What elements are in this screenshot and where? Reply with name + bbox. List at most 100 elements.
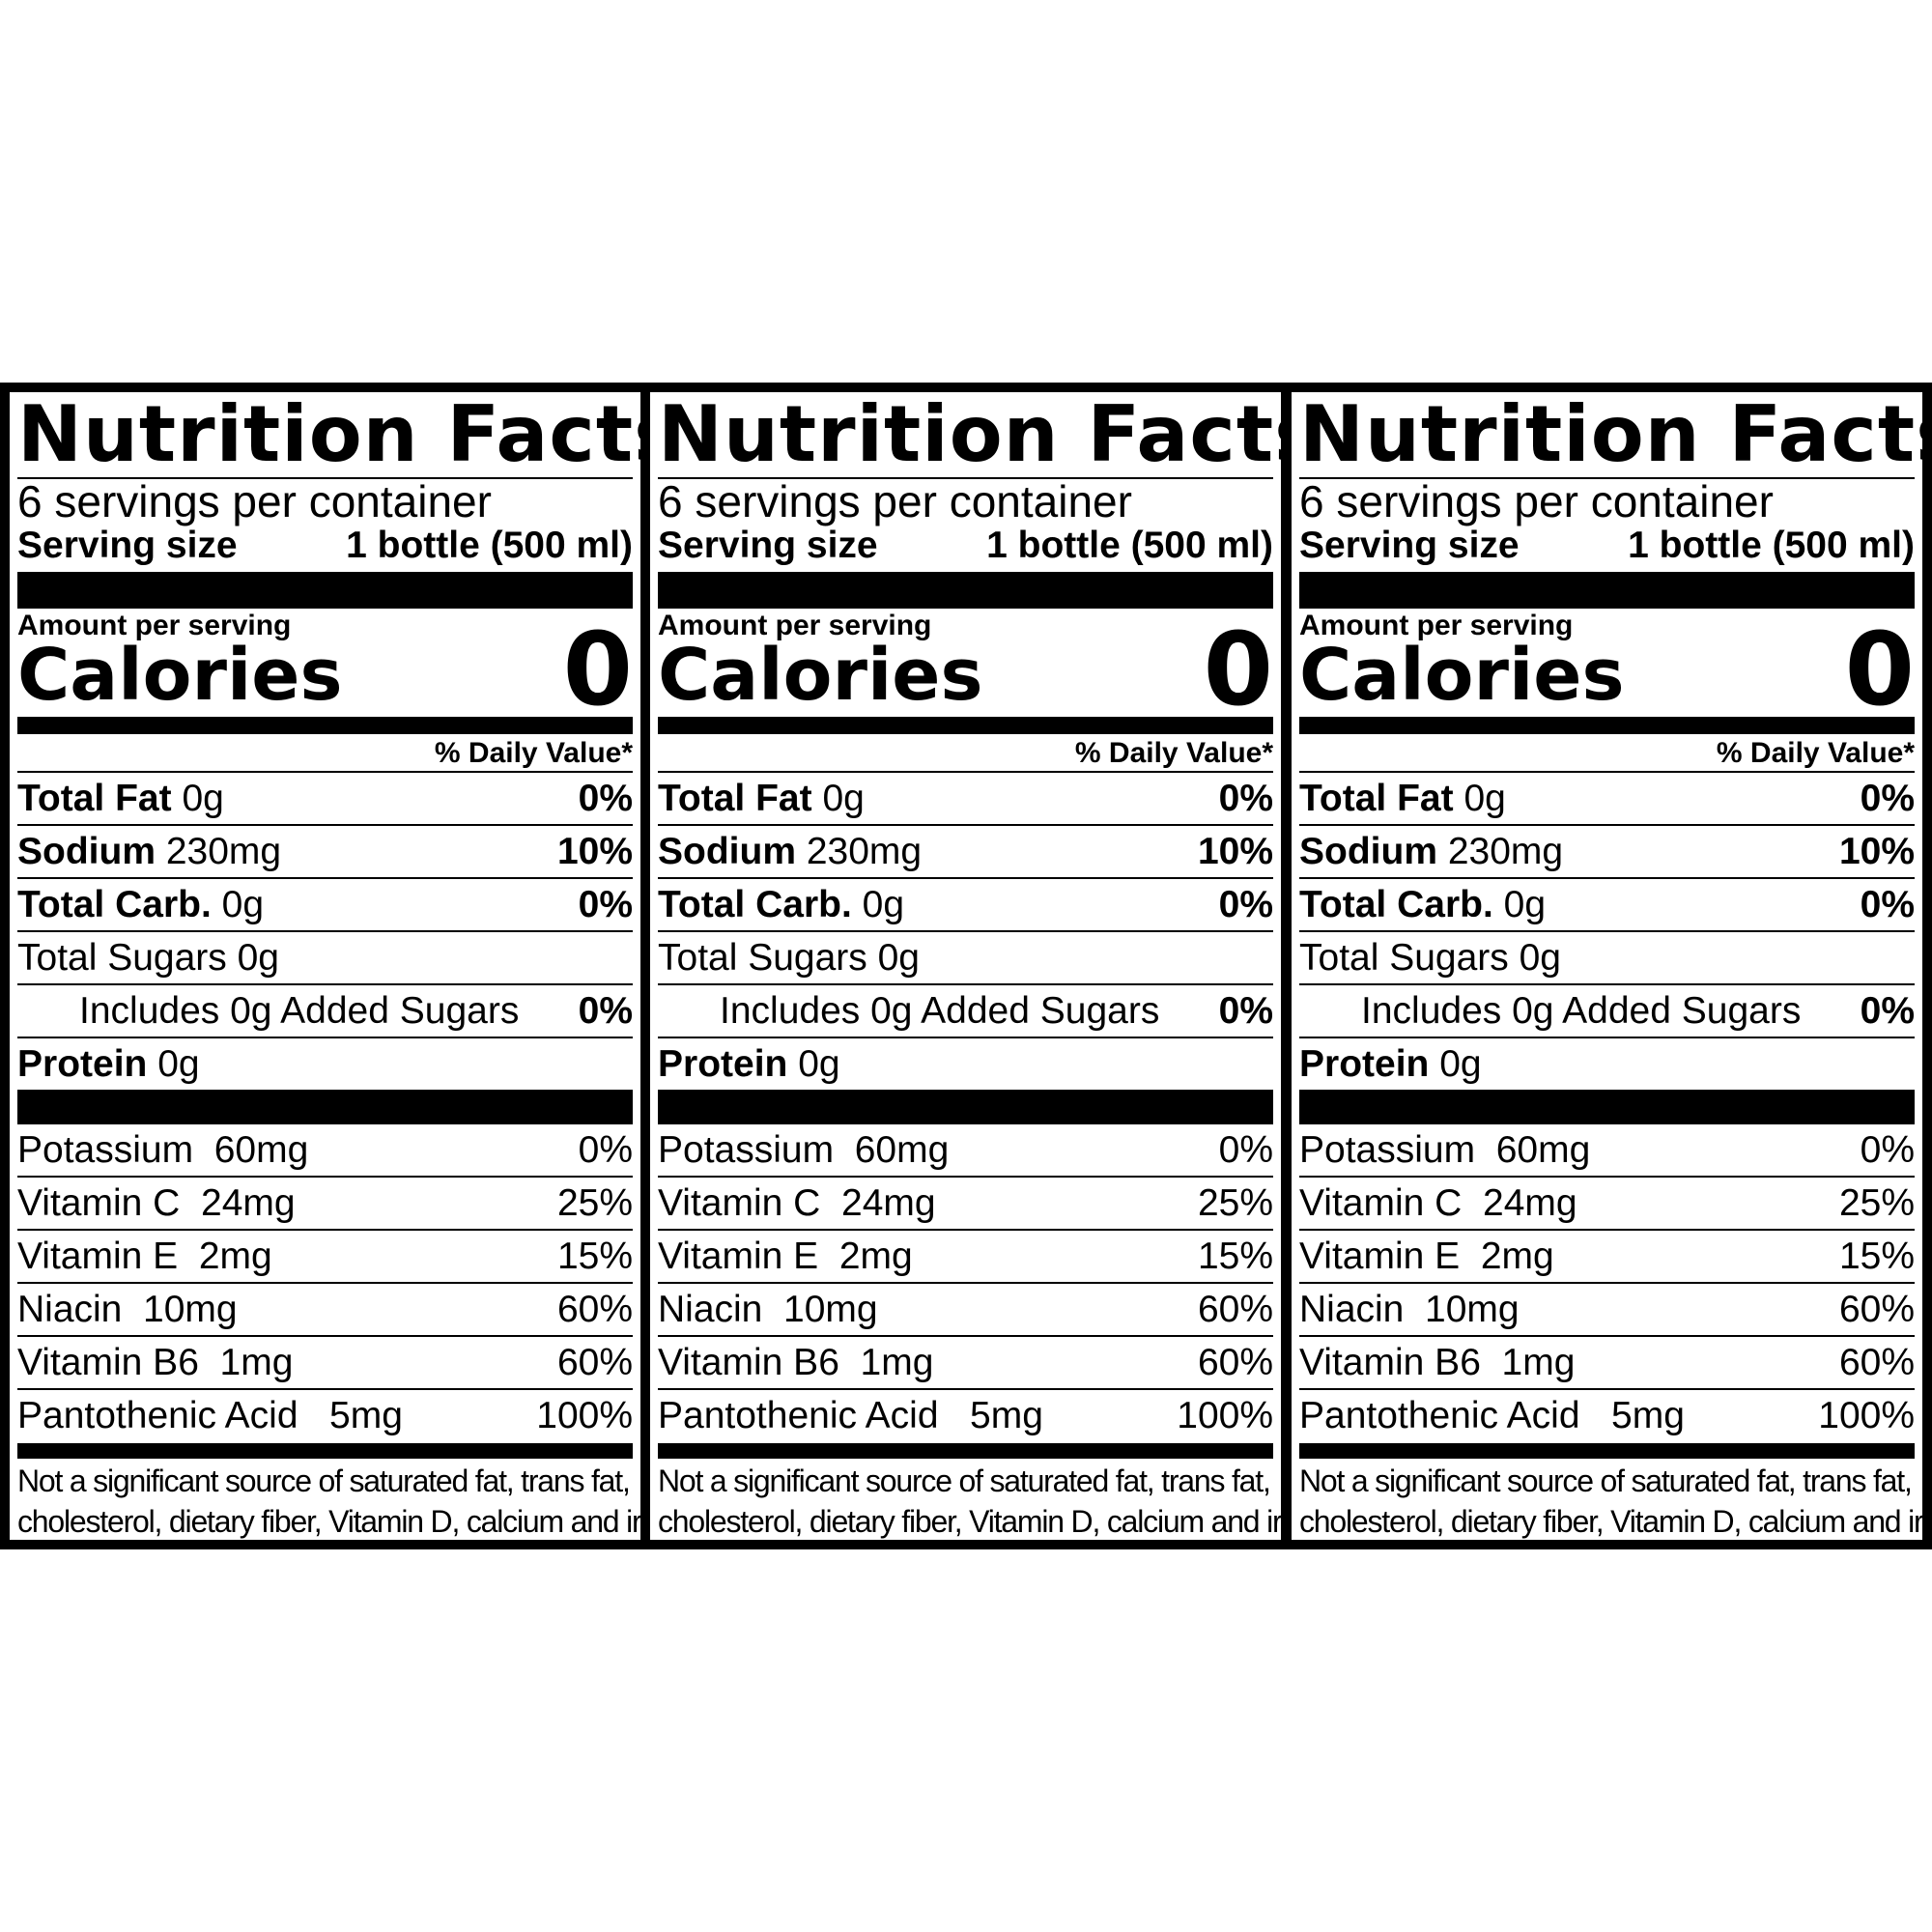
nutrient-amount: 230mg <box>806 830 923 872</box>
serving-size-value: 1 bottle (500 ml) <box>986 525 1273 566</box>
nutrient-label: Protein 0g <box>17 1043 200 1086</box>
vitamin-name: Vitamin C 24mg <box>17 1181 296 1224</box>
nutrient-name: Total Fat <box>17 777 172 819</box>
nutrient-amount: 0g <box>798 1042 840 1085</box>
calories-label: Calories <box>658 634 983 717</box>
nutrient-rows: Total Fat 0g 0% Sodium 230mg 10% Total Carb.… <box>17 771 633 1090</box>
serving-size-row: Serving size 1 bottle (500 ml) <box>1299 524 1915 568</box>
nutrition-labels-frame: Nutrition Facts 6 servings per container… <box>0 383 1932 1549</box>
nutrient-name: Total Fat <box>1299 777 1454 819</box>
vitamin-name: Vitamin B6 1mg <box>1299 1341 1576 1383</box>
vitamin-row: Niacin 10mg 60% <box>17 1282 633 1335</box>
nutrient-daily-value: 10% <box>1838 830 1915 872</box>
calories-value: 0 <box>1844 611 1915 728</box>
vitamin-name: Pantothenic Acid 5mg <box>658 1394 1043 1436</box>
vitamin-name: Vitamin B6 1mg <box>17 1341 294 1383</box>
nutrient-name: Total Sugars 0g <box>1299 936 1562 979</box>
thick-divider <box>1299 572 1915 609</box>
vitamin-name: Potassium 60mg <box>1299 1128 1591 1171</box>
nutrient-label: Includes 0g Added Sugars <box>1299 990 1801 1033</box>
amount-per-serving-label: Amount per serving <box>658 610 932 641</box>
vitamin-name: Vitamin E 2mg <box>1299 1235 1554 1277</box>
footnote-line: cholesterol, dietary fiber, Vitamin D, c… <box>658 1504 1322 1539</box>
thick-divider <box>17 572 633 609</box>
vitamin-row: Vitamin C 24mg 25% <box>658 1176 1273 1229</box>
vitamin-daily-value: 25% <box>556 1181 633 1224</box>
nutrient-label: Total Fat 0g <box>17 778 224 820</box>
footnote-line: Not a significant source of saturated fa… <box>17 1463 631 1498</box>
thick-divider <box>658 1090 1273 1124</box>
nutrient-row: Total Sugars 0g <box>658 930 1273 983</box>
vitamin-name: Vitamin E 2mg <box>17 1235 272 1277</box>
nutrient-amount: 230mg <box>165 830 282 872</box>
nutrient-rows: Total Fat 0g 0% Sodium 230mg 10% Total Carb.… <box>1299 771 1915 1090</box>
nutrient-name: Protein <box>17 1042 148 1085</box>
vitamin-row: Niacin 10mg 60% <box>1299 1282 1915 1335</box>
nutrient-row: Total Carb. 0g 0% <box>17 877 633 930</box>
nutrient-daily-value: 0% <box>1218 777 1273 819</box>
vitamin-row: Vitamin B6 1mg 60% <box>17 1335 633 1388</box>
medium-divider <box>658 717 1273 734</box>
thick-divider <box>17 1090 633 1124</box>
vitamin-name: Potassium 60mg <box>658 1128 950 1171</box>
thick-divider <box>658 572 1273 609</box>
nutrient-daily-value: 10% <box>556 830 633 872</box>
vitamin-row: Pantothenic Acid 5mg 100% <box>658 1388 1273 1441</box>
nutrient-row: Total Sugars 0g <box>1299 930 1915 983</box>
nutrient-amount: 0g <box>1439 1042 1482 1085</box>
nutrient-name: Protein <box>1299 1042 1430 1085</box>
vitamin-daily-value: 25% <box>1197 1181 1273 1224</box>
nutrient-daily-value: 0% <box>1860 883 1915 925</box>
vitamin-name: Pantothenic Acid 5mg <box>17 1394 403 1436</box>
medium-divider <box>17 1443 633 1459</box>
footnote-line: cholesterol, dietary fiber, Vitamin D, c… <box>1299 1504 1932 1539</box>
vitamin-daily-value: 60% <box>1197 1288 1273 1330</box>
daily-value-header: % Daily Value* <box>434 737 633 769</box>
nutrient-daily-value: 0% <box>1218 883 1273 925</box>
nutrition-facts-panel: Nutrition Facts 6 servings per container… <box>1292 392 1932 1542</box>
vitamin-row: Vitamin C 24mg 25% <box>1299 1176 1915 1229</box>
servings-per-container: 6 servings per container <box>658 476 1132 526</box>
nutrient-amount: 0g <box>1503 883 1547 925</box>
nutrition-facts-panel: Nutrition Facts 6 servings per container… <box>650 392 1322 1542</box>
nutrient-amount: 0g <box>1463 777 1506 819</box>
nutrient-row: Total Carb. 0g 0% <box>1299 877 1915 930</box>
title-text: Nutrition Facts <box>658 389 1321 479</box>
vitamin-row: Potassium 60mg 0% <box>17 1124 633 1176</box>
footnote-line: cholesterol, dietary fiber, Vitamin D, c… <box>17 1504 682 1539</box>
footnote: Not a significant source of saturated fa… <box>1299 1461 1932 1542</box>
vitamin-row: Vitamin E 2mg 15% <box>1299 1229 1915 1282</box>
nutrient-name: Sodium <box>1299 830 1437 872</box>
medium-divider <box>658 1443 1273 1459</box>
vitamin-name: Pantothenic Acid 5mg <box>1299 1394 1685 1436</box>
nutrient-daily-value: 0% <box>1218 989 1273 1032</box>
vitamin-daily-value: 60% <box>556 1288 633 1330</box>
serving-size-row: Serving size 1 bottle (500 ml) <box>658 524 1273 568</box>
panel-title: Nutrition Facts <box>1299 392 1932 479</box>
nutrient-label: Sodium 230mg <box>1299 831 1563 873</box>
vitamin-name: Vitamin E 2mg <box>658 1235 913 1277</box>
serving-size-label: Serving size <box>658 525 878 566</box>
nutrient-label: Total Sugars 0g <box>658 937 920 980</box>
nutrient-label: Sodium 230mg <box>17 831 281 873</box>
nutrient-label: Protein 0g <box>1299 1043 1482 1086</box>
vitamin-daily-value: 15% <box>1197 1235 1273 1277</box>
nutrient-name: Includes 0g Added Sugars <box>1361 989 1802 1032</box>
title-text: Nutrition Facts <box>1299 389 1932 479</box>
serving-size-row: Serving size 1 bottle (500 ml) <box>17 524 633 568</box>
vitamin-name: Vitamin C 24mg <box>1299 1181 1577 1224</box>
vitamin-row: Vitamin C 24mg 25% <box>17 1176 633 1229</box>
nutrient-row: Total Fat 0g 0% <box>17 771 633 824</box>
nutrient-row: Protein 0g <box>658 1037 1273 1090</box>
serving-size-value: 1 bottle (500 ml) <box>346 525 633 566</box>
nutrient-daily-value: 0% <box>578 883 633 925</box>
nutrient-amount: 230mg <box>1447 830 1564 872</box>
serving-size-value: 1 bottle (500 ml) <box>1628 525 1915 566</box>
nutrient-amount: 0g <box>822 777 865 819</box>
footnote: Not a significant source of saturated fa… <box>658 1461 1322 1542</box>
calories-label: Calories <box>17 634 343 717</box>
nutrient-label: Total Fat 0g <box>1299 778 1506 820</box>
nutrient-amount: 0g <box>157 1042 200 1085</box>
nutrient-label: Total Carb. 0g <box>17 884 264 926</box>
nutrient-name: Total Carb. <box>17 883 212 925</box>
